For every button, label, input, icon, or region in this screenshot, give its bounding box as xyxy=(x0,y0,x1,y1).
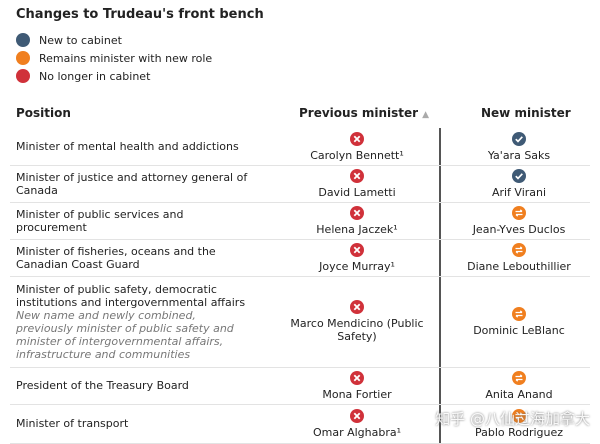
previous-cell: Joyce Murray¹ xyxy=(272,239,442,276)
new-cell: Anita Anand xyxy=(442,367,596,404)
new-minister: Arif Virani xyxy=(491,185,547,199)
previous-cell: Helena Jaczek¹ xyxy=(272,202,442,239)
previous-cell: Omar Alghabra¹ xyxy=(272,404,442,443)
previous-minister: Marco Mendicino (Public Safety) xyxy=(290,317,424,343)
title: Changes to Trudeau's front bench xyxy=(16,7,264,22)
new-minister: Jean-Yves Duclos xyxy=(472,222,566,236)
previous-minister: Joyce Murray¹ xyxy=(319,259,395,273)
previous-cell: David Lametti xyxy=(272,165,442,202)
removed-icon xyxy=(350,408,364,423)
position: Minister of public safety, democratic in… xyxy=(16,282,246,309)
note: New name and newly combined, previously … xyxy=(16,308,234,361)
removed-icon xyxy=(350,242,364,257)
new-role-icon xyxy=(512,370,526,385)
position-cell: Minister of justice and attorney general… xyxy=(16,165,256,202)
table-row: Minister of public safety, democratic in… xyxy=(10,276,590,368)
removed-icon xyxy=(350,168,364,183)
previous-cell: Mona Fortier xyxy=(272,367,442,404)
table-row: Minister of fisheries, oceans and the Ca… xyxy=(10,239,590,277)
legend-label: No longer in cabinet xyxy=(39,69,151,83)
new-cell: Arif Virani xyxy=(442,165,596,202)
previous-minister: Mona Fortier xyxy=(322,387,392,401)
previous-minister: Omar Alghabra¹ xyxy=(312,425,402,439)
table-row: President of the Treasury Board Mona Fort… xyxy=(10,367,590,405)
new-minister: Diane Lebouthillier xyxy=(467,259,571,273)
position-cell: Minister of transport xyxy=(16,404,256,443)
removed-icon xyxy=(350,205,364,220)
position-cell: President of the Treasury Board xyxy=(16,367,256,404)
position: Minister of public services and procurem… xyxy=(16,207,184,234)
new-minister: Pablo Rodriguez xyxy=(474,425,564,439)
position: President of the Treasury Board xyxy=(16,379,189,392)
column-header: Position xyxy=(16,106,71,120)
new-role-icon xyxy=(512,205,526,220)
column-header: New minister xyxy=(481,106,571,120)
previous-cell: Carolyn Bennett¹ xyxy=(272,128,442,165)
position: Minister of mental health and addictions xyxy=(16,140,239,153)
new-role-icon xyxy=(512,408,526,423)
new-minister: Ya'ara Saks xyxy=(487,148,551,162)
legend-item: New to cabinet xyxy=(16,33,122,47)
position: Minister of fisheries, oceans and the Ca… xyxy=(16,244,216,271)
removed-icon xyxy=(350,131,364,146)
legend-item: Remains minister with new role xyxy=(16,51,212,65)
new-icon xyxy=(512,131,526,146)
removed-icon xyxy=(350,300,364,314)
position-cell: Minister of public services and procurem… xyxy=(16,202,256,239)
previous-minister: Carolyn Bennett¹ xyxy=(310,148,404,162)
divider xyxy=(439,128,441,443)
previous-cell: Marco Mendicino (Public Safety) xyxy=(272,276,442,367)
table-row: Minister of justice and attorney general… xyxy=(10,165,590,203)
position-cell: Minister of mental health and addictions xyxy=(16,128,256,165)
removed-icon xyxy=(350,370,364,385)
position-cell: Minister of fisheries, oceans and the Ca… xyxy=(16,239,256,276)
legend-label: Remains minister with new role xyxy=(39,51,213,65)
new-cell: Pablo Rodriguez xyxy=(442,404,596,443)
legend-label: New to cabinet xyxy=(39,33,122,47)
new-role-icon xyxy=(512,306,526,321)
table-row: Minister of public services and procurem… xyxy=(10,202,590,240)
new-icon xyxy=(512,168,526,183)
new-cell: Ya'ara Saks xyxy=(442,128,596,165)
sort-arrow[interactable]: ▲ xyxy=(422,110,430,120)
position: Minister of transport xyxy=(16,417,129,430)
previous-minister: David Lametti xyxy=(318,185,396,199)
position-cell: Minister of public safety, democratic in… xyxy=(16,276,256,367)
legend-item: No longer in cabinet xyxy=(16,69,150,83)
new-minister: Anita Anand xyxy=(485,387,553,401)
watermark: 知乎 @八仙过海加拿大 xyxy=(435,410,590,428)
table-row: Minister of mental health and addictions… xyxy=(10,128,590,166)
position: Minister of justice and attorney general… xyxy=(16,170,248,197)
column-header[interactable]: Previous minister ▲ xyxy=(299,106,429,120)
new-cell: Dominic LeBlanc xyxy=(442,276,596,367)
column-header-label[interactable]: Previous minister xyxy=(299,106,419,120)
new-cell: Diane Lebouthillier xyxy=(442,239,596,276)
new-cell: Jean-Yves Duclos xyxy=(442,202,596,239)
new-minister: Dominic LeBlanc xyxy=(473,323,565,337)
previous-minister: Helena Jaczek¹ xyxy=(316,222,398,236)
new-role-icon xyxy=(512,242,526,257)
